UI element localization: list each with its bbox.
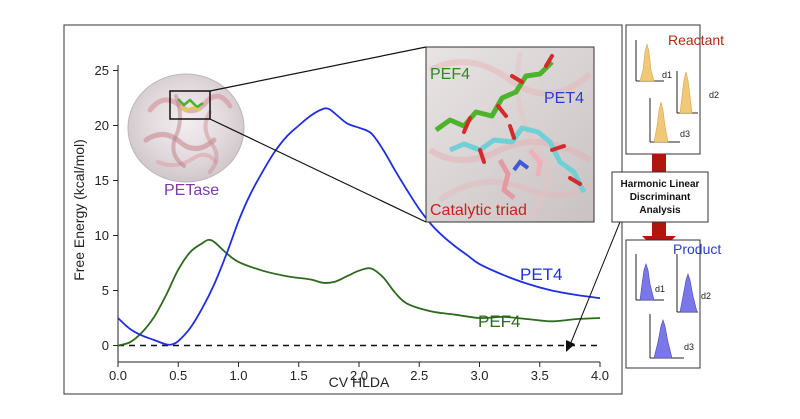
y-ticks: 0 5 10 15 20 25 (95, 63, 118, 353)
x-tick-label: 3.5 (531, 368, 549, 383)
y-tick-label: 10 (95, 228, 109, 243)
petase-label: PETase (164, 182, 219, 199)
y-axis-label: Free Energy (kcal/mol) (71, 139, 87, 281)
petase-protein-image (127, 73, 245, 183)
x-tick-label: 1.5 (290, 368, 308, 383)
product-d1-label: d1 (655, 284, 665, 294)
x-tick-label: 4.0 (591, 368, 609, 383)
hlda-line-1: Harmonic Linear (621, 179, 700, 190)
x-tick-label: 2.0 (350, 368, 368, 383)
reactant-d1-label: d1 (662, 70, 672, 80)
inset-pet4-label: PET4 (544, 90, 584, 107)
reactant-d3-label: d3 (680, 129, 690, 139)
active-site-inset (425, 46, 595, 223)
x-tick-label: 0.5 (169, 368, 187, 383)
y-tick-label: 25 (95, 63, 109, 78)
series-label-pet4: PET4 (520, 265, 563, 284)
x-axis-label: CV HLDA (329, 374, 390, 390)
hlda-line-3: Analysis (639, 205, 681, 216)
reactant-title: Reactant (668, 32, 724, 48)
product-panel (625, 239, 701, 369)
hlda-pointer-head (566, 340, 575, 352)
hlda-line-2: Discriminant (630, 192, 691, 203)
x-tick-label: 0.0 (109, 368, 127, 383)
y-tick-label: 15 (95, 173, 109, 188)
product-d3-label: d3 (684, 342, 694, 352)
x-ticks: 0.0 0.5 1.0 1.5 2.0 2.5 3.0 3.5 4.0 (109, 362, 609, 383)
inset-catalytic-label: Catalytic triad (430, 202, 527, 219)
zoom-connector-top (209, 46, 427, 92)
y-tick-label: 0 (102, 338, 109, 353)
plot-area: 0 5 10 15 20 25 0.0 0.5 1.0 1.5 2.0 2.5 3.0 3.5 4.0 P… (71, 63, 609, 390)
product-d2-label: d2 (701, 291, 711, 301)
x-tick-label: 1.0 (229, 368, 247, 383)
x-tick-label: 3.0 (470, 368, 488, 383)
product-title: Product (673, 241, 721, 257)
zoom-connector-bottom (209, 118, 427, 223)
hlda-pointer-line (569, 221, 621, 346)
series-line-pef4 (117, 238, 601, 347)
zoom-box (169, 90, 211, 120)
x-tick-label: 2.5 (410, 368, 428, 383)
inset-pef4-label: PEF4 (430, 66, 470, 83)
y-tick-label: 20 (95, 118, 109, 133)
hlda-box (611, 171, 709, 223)
reactant-panel (625, 24, 701, 155)
series-label-pef4: PEF4 (478, 312, 521, 331)
reactant-d2-label: d2 (709, 90, 719, 100)
series-line-pet4 (117, 107, 601, 346)
y-tick-label: 5 (102, 283, 109, 298)
